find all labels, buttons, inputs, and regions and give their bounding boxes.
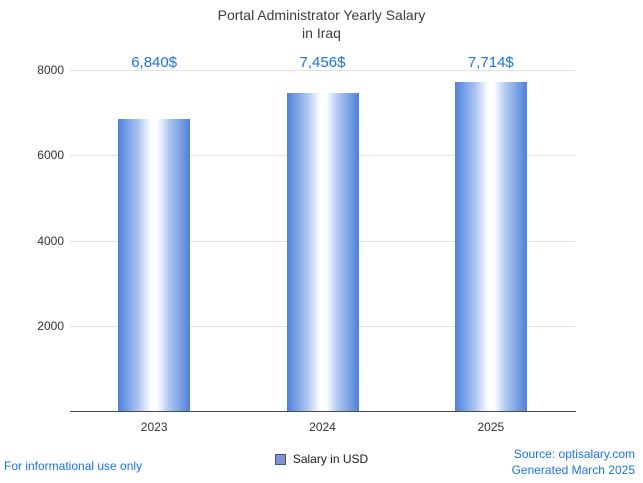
value-label-2025: 7,714$	[467, 54, 514, 71]
chart-title-line2: in Iraq	[302, 25, 341, 41]
value-label-2023: 6,840$	[131, 54, 178, 71]
chart-title-line1: Portal Administrator Yearly Salary	[217, 7, 426, 23]
y-axis-tick-label: 4000	[37, 233, 64, 248]
x-axis-label-2025: 2025	[477, 420, 505, 434]
x-axis-line	[70, 411, 576, 412]
gridline	[70, 70, 575, 71]
x-axis-label-2023: 2023	[140, 420, 168, 434]
value-label-2024: 7,456$	[299, 54, 346, 71]
bar-2024	[286, 93, 359, 411]
bar-2023	[118, 119, 191, 411]
bar-2025	[454, 82, 527, 411]
generated-date: Generated March 2025	[511, 463, 635, 477]
x-axis-label-2024: 2024	[309, 420, 336, 434]
y-axis-tick-label: 2000	[37, 318, 64, 333]
source-link[interactable]: Source: optisalary.com	[513, 447, 635, 461]
y-axis-tick-label: 8000	[37, 63, 64, 77]
y-axis-tick-label: 6000	[37, 148, 64, 163]
plot-area	[70, 70, 575, 411]
chart-title: Portal Administrator Yearly Salary in Ir…	[0, 6, 643, 42]
legend-swatch-icon	[274, 453, 286, 465]
source-info: Source: optisalary.com Generated March 2…	[512, 446, 635, 478]
legend-label: Salary in USD	[292, 452, 369, 466]
disclaimer-text: For informational use only	[4, 459, 143, 473]
legend: Salary in USD	[0, 452, 643, 466]
